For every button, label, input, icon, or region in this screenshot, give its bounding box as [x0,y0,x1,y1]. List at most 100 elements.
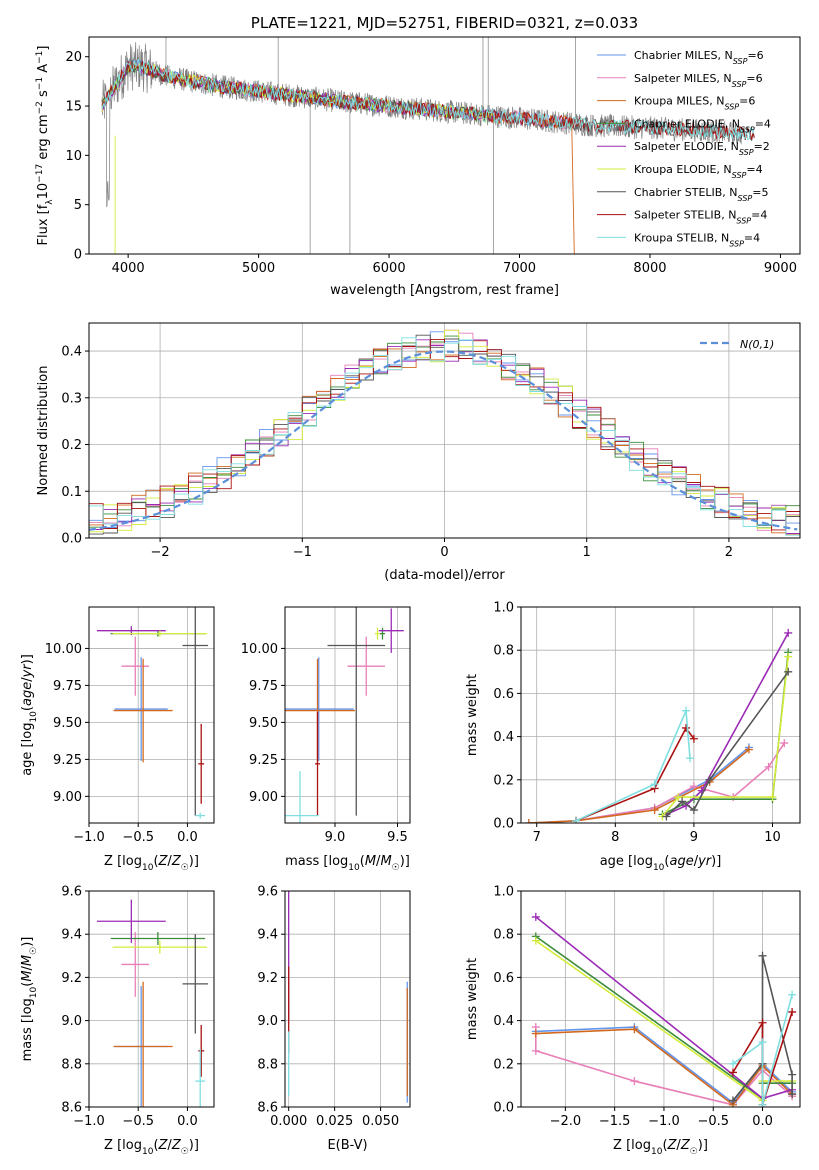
series-line [662,652,789,816]
x-axis-label: E(B-V) [327,1138,367,1153]
y-tick-label: 9.25 [53,753,82,768]
y-tick-label: 0.4 [61,345,82,360]
data-point-marker [784,628,793,637]
x-tick-label: 0.0 [177,830,198,845]
mass_vs_ebv-axes [285,890,410,1108]
chart-title: PLATE=1221, MJD=52751, FIBERID=0321, z=0… [251,14,638,32]
weight_vs_age-axes [521,606,800,824]
x-tick-label: −1 [293,545,312,560]
x-tick-label: 0.025 [316,1114,353,1129]
data-point-marker [705,775,714,784]
data-point-marker [682,706,691,715]
x-tick-label: 0 [440,545,448,560]
x-tick-label: 7 [533,830,541,845]
y-tick-label: 0.0 [493,817,514,832]
x-axis-label: Z [log10(Z/Z☉)] [613,1138,708,1157]
x-tick-label: 10 [764,830,781,845]
y-tick-label: 0.2 [493,1057,514,1072]
y-tick-label: 9.25 [249,753,278,768]
x-tick-label: −1.0 [648,1114,680,1129]
x-tick-label: 8 [611,830,619,845]
y-tick-label: 0.6 [493,971,514,986]
x-tick-label: 1 [583,545,591,560]
x-axis-label: Z [log10(Z/Z☉)] [104,1138,199,1157]
y-tick-label: 0.3 [61,391,82,406]
data-point-marker [788,990,797,999]
legend-label: Salpeter ELODIE, NSSP=2 [634,140,770,157]
x-tick-label: 7000 [503,261,536,276]
y-tick-label: 20 [65,50,82,65]
y-tick-label: 8.8 [61,1057,82,1072]
y-tick-label: 0.0 [61,532,82,547]
y-tick-label: 15 [65,100,82,115]
age_vs_mass-frame: 9.0 9.5 9.00 9.25 9.50 9.75 10.00 [241,606,411,845]
y-tick-label: 0.0 [493,1101,514,1116]
data-point-marker [689,734,698,743]
legend-label: Kroupa ELODIE, NSSP=4 [634,163,763,180]
data-point-marker [662,812,671,821]
legend-label: Chabrier STELIB, NSSP=5 [634,186,768,203]
data-point-marker [531,912,540,921]
y-tick-label: 9.4 [61,928,82,943]
y-tick-label: 9.6 [61,885,82,900]
spectrum-frame: 4000 5000 6000 7000 8000 9000 0 5 10 15 20 [65,36,801,276]
axes-frame [520,890,801,1108]
x-tick-label: −2.0 [550,1114,582,1129]
axes-frame [284,890,411,1108]
series-line [575,726,695,822]
y-tick-label: 10 [65,149,82,164]
x-tick-label: −1.0 [73,830,105,845]
data-point-marker [728,1068,737,1077]
x-tick-label: 9.5 [387,830,408,845]
data-point-marker [728,1059,737,1068]
x-tick-label: −1.5 [599,1114,631,1129]
gaussian-curve [89,350,798,531]
data-point-marker [531,936,540,945]
data-point-marker [758,1100,767,1107]
data-point-marker [531,1046,540,1055]
mass_vs_Z-plot [96,899,209,1107]
data-point-marker [678,797,687,806]
x-tick-label: −1.0 [73,1114,105,1129]
legend-label: Chabrier MILES, NSSP=6 [634,49,764,66]
data-point-marker [630,1077,639,1086]
age_vs_mass-plot [285,607,404,823]
y-tick-label: 9.4 [257,928,278,943]
data-point-marker [784,667,793,676]
y-tick-label: 9.50 [249,716,278,731]
x-axis-label: mass [log10(M/M☉)] [285,854,410,873]
data-point-marker [572,816,581,823]
series-line [575,742,785,822]
data-point-marker [685,754,694,763]
y-tick-label: 0.1 [61,485,82,500]
legend-label: Chabrier ELODIE, NSSP=4 [634,117,771,133]
y-axis-label-group: age [log10(age/yr)] [20,654,39,776]
y-tick-label: 8.8 [257,1057,278,1072]
x-axis-label: Z [log10(Z/Z☉)] [104,854,199,873]
y-axis-label-group: mass weight [465,958,480,1040]
data-point-marker [630,1025,639,1034]
x-tick-label: −0.5 [122,1114,154,1129]
y-tick-label: 0.2 [493,773,514,788]
y-tick-label: 0.8 [493,644,514,659]
x-tick-label: 5000 [242,261,275,276]
y-tick-label: 9.6 [257,885,278,900]
data-point-marker [524,819,533,823]
y-tick-label: 0.6 [493,687,514,702]
x-tick-label: 8000 [633,261,666,276]
data-point-marker [788,1007,797,1016]
axes-frame [284,606,411,824]
y-tick-label: 0.2 [61,438,82,453]
age_vs_mass-axes [285,607,410,823]
data-point-marker [728,1096,737,1105]
series-line [661,656,789,818]
axes-frame [520,606,801,824]
axes-frame [88,890,215,1108]
data-point-marker [768,793,777,802]
x-tick-label: −0.5 [122,830,154,845]
y-tick-label: 9.00 [249,790,278,805]
y-tick-label: 0 [74,248,82,263]
y-tick-label: 9.0 [257,1014,278,1029]
data-point-marker [744,745,753,754]
data-point-marker [758,951,767,960]
